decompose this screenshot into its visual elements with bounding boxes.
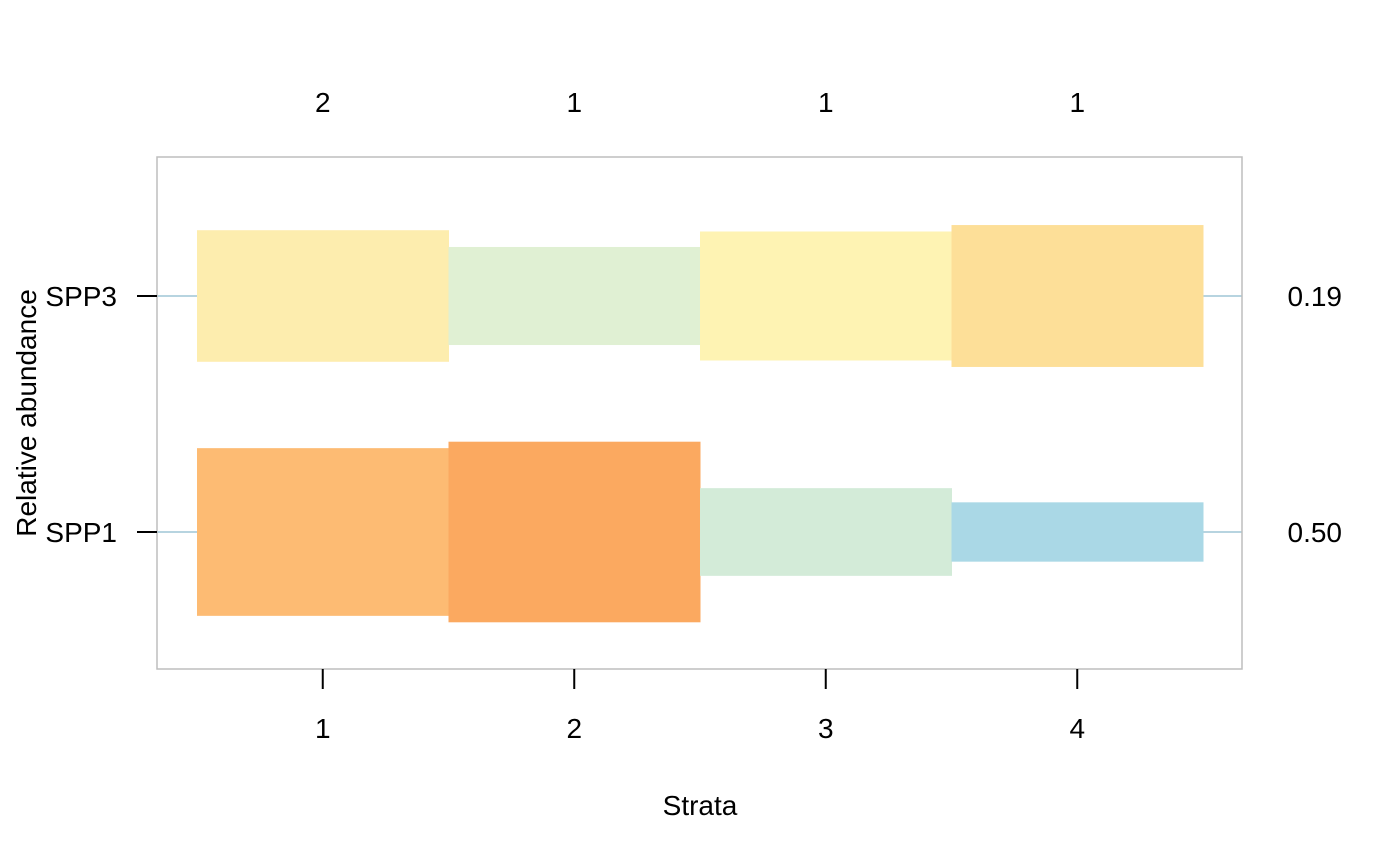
y-tick-label: SPP3 xyxy=(45,281,117,312)
abundance-cell xyxy=(700,231,952,361)
y-axis-title: Relative abundance xyxy=(11,289,42,537)
abundance-cell xyxy=(951,225,1204,367)
abundance-cell xyxy=(197,448,449,616)
abundance-cell xyxy=(448,246,701,346)
y-axis: SPP3 SPP1 xyxy=(45,281,157,548)
abundance-cell xyxy=(448,441,701,623)
x-axis-title: Strata xyxy=(663,790,738,821)
top-count-label: 1 xyxy=(818,87,834,118)
x-axis: 1 2 3 4 xyxy=(315,669,1085,744)
abundance-cell xyxy=(197,230,449,362)
top-count-labels: 2 1 1 1 xyxy=(315,87,1085,118)
mean-abundance-label: 0.50 xyxy=(1288,517,1343,548)
abundance-cells xyxy=(197,225,1204,623)
abundance-cell xyxy=(951,502,1204,562)
mean-abundance-label: 0.19 xyxy=(1288,281,1343,312)
abundance-cell xyxy=(700,488,952,576)
top-count-label: 1 xyxy=(566,87,582,118)
x-tick-label: 2 xyxy=(566,713,582,744)
top-count-label: 1 xyxy=(1069,87,1085,118)
right-mean-labels: 0.19 0.50 xyxy=(1288,281,1343,548)
top-count-label: 2 xyxy=(315,87,331,118)
x-tick-label: 1 xyxy=(315,713,331,744)
y-tick-label: SPP1 xyxy=(45,517,117,548)
x-tick-label: 4 xyxy=(1069,713,1085,744)
plot-frame xyxy=(156,156,1243,670)
x-tick-label: 3 xyxy=(818,713,834,744)
